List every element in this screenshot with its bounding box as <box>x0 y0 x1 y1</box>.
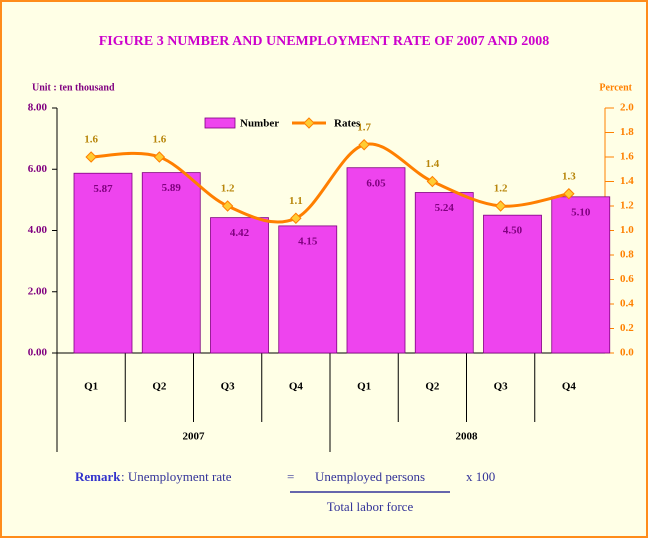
bar-value-label: 5.87 <box>93 183 113 195</box>
x-tick-label: Q1 <box>84 381 98 393</box>
rate-value-label: 1.2 <box>494 183 508 195</box>
bar-value-label: 4.42 <box>230 227 250 239</box>
y-tick-label: 2.00 <box>28 285 48 297</box>
legend-label: Number <box>240 118 279 130</box>
remark-equals: = <box>287 469 294 484</box>
remark-text: : Unemployment rate <box>121 469 232 484</box>
chart-title: FIGURE 3 NUMBER AND UNEMPLOYMENT RATE OF… <box>99 34 549 49</box>
x-tick-label: Q2 <box>152 381 167 393</box>
legend-swatch <box>204 117 236 129</box>
y2-tick-label: 1.6 <box>620 151 634 163</box>
bar-value-label: 4.15 <box>298 235 318 247</box>
x-tick-label: Q4 <box>289 381 304 393</box>
remark-label: Remark <box>75 469 121 484</box>
legend-label: Rates <box>334 118 361 130</box>
bar-value-label: 5.10 <box>571 206 591 218</box>
rate-marker <box>153 151 166 163</box>
bar <box>551 196 611 354</box>
y2-tick-label: 0.2 <box>620 322 634 334</box>
y2-tick-label: 0.4 <box>620 298 634 310</box>
rate-value-label: 1.4 <box>426 158 440 170</box>
bar <box>346 167 406 354</box>
y-tick-label: 0.00 <box>28 347 48 359</box>
rate-value-label: 1.3 <box>562 170 576 182</box>
rate-marker <box>290 212 302 224</box>
y-tick-label: 4.00 <box>28 224 48 236</box>
bar <box>210 217 269 354</box>
rate-value-label: 1.2 <box>221 183 235 195</box>
remark-numerator: Unemployed persons <box>315 469 425 484</box>
y-tick-label: 8.00 <box>28 102 48 114</box>
rate-line <box>91 142 570 224</box>
rate-marker <box>426 175 439 188</box>
legend-marker <box>303 117 315 129</box>
y2-tick-label: 1.8 <box>620 126 634 138</box>
x-tick-label: Q2 <box>425 381 440 393</box>
group-label: 2008 <box>456 431 479 443</box>
y2-tick-label: 2.0 <box>620 102 634 114</box>
remark-denominator: Total labor force <box>327 499 414 514</box>
bar <box>483 214 542 354</box>
y-axis-label: Unit : ten thousand <box>32 82 115 93</box>
bar-value-label: 5.24 <box>435 202 455 214</box>
rate-marker <box>221 200 234 212</box>
rate-value-label: 1.7 <box>357 121 371 133</box>
rate-marker <box>358 139 370 151</box>
x-tick-label: Q4 <box>562 381 577 393</box>
x-tick-label: Q1 <box>357 381 371 393</box>
y2-tick-label: 0.0 <box>620 347 634 359</box>
y2-tick-label: 1.2 <box>620 200 634 212</box>
x-tick-label: Q3 <box>494 381 509 393</box>
y-tick-label: 6.00 <box>28 163 48 175</box>
y2-tick-label: 0.8 <box>620 249 634 261</box>
rate-marker <box>563 188 575 200</box>
y2-tick-label: 1.0 <box>620 224 634 236</box>
y2-tick-label: 0.6 <box>620 273 634 285</box>
bar-value-label: 4.50 <box>503 225 523 237</box>
bar <box>73 172 133 354</box>
rate-marker <box>85 151 97 163</box>
bar <box>141 172 201 354</box>
bar <box>414 192 474 354</box>
rate-value-label: 1.6 <box>153 134 167 146</box>
rate-value-label: 1.1 <box>289 195 303 207</box>
bar-value-label: 6.05 <box>366 177 386 189</box>
rate-marker <box>494 200 507 212</box>
remark-multiplier: x 100 <box>466 469 495 484</box>
y2-axis-label: Percent <box>599 82 632 93</box>
x-tick-label: Q3 <box>221 381 236 393</box>
y2-tick-label: 1.4 <box>620 175 634 187</box>
group-label: 2007 <box>183 431 206 443</box>
rate-value-label: 1.6 <box>84 134 98 146</box>
bar-value-label: 5.89 <box>162 182 182 194</box>
bar <box>278 225 338 354</box>
